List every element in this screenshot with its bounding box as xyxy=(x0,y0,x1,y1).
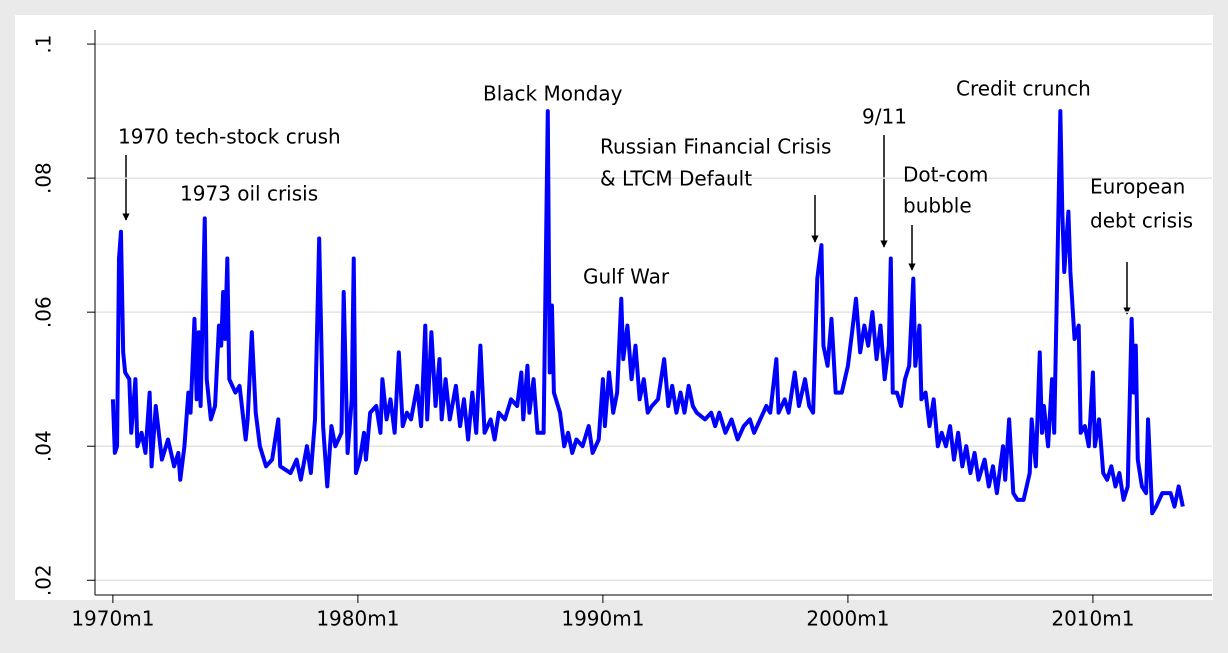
annotation: 1973 oil crisis xyxy=(180,182,318,206)
x-tick-label: 1980m1 xyxy=(316,607,399,631)
annotation: 1970 tech-stock crush xyxy=(118,125,341,149)
y-tick-label: .08 xyxy=(32,162,56,194)
plot-background xyxy=(15,15,1213,600)
x-tick-label: 2000m1 xyxy=(806,607,889,631)
y-tick-label: .1 xyxy=(32,35,56,54)
arrows xyxy=(122,135,1131,315)
y-tick-label: .06 xyxy=(32,296,56,328)
annotation: European xyxy=(1090,175,1185,199)
annotation: Russian Financial Crisis xyxy=(600,135,831,159)
annotation: Dot-com xyxy=(903,163,988,187)
annotation: Credit crunch xyxy=(956,77,1091,101)
y-tick-label: .04 xyxy=(32,430,56,462)
annotation: Gulf War xyxy=(583,265,670,289)
data-line xyxy=(110,109,1185,516)
x-tick-label: 2010m1 xyxy=(1051,607,1134,631)
x-tick-label: 1970m1 xyxy=(71,607,154,631)
annotation: 9/11 xyxy=(862,105,907,129)
annotation: bubble xyxy=(903,194,972,218)
y-tick-label: .02 xyxy=(32,564,56,596)
annotation: & LTCM Default xyxy=(600,167,752,191)
annotation: Black Monday xyxy=(483,82,623,106)
x-tick-label: 1990m1 xyxy=(561,607,644,631)
annotation: debt crisis xyxy=(1090,209,1193,233)
